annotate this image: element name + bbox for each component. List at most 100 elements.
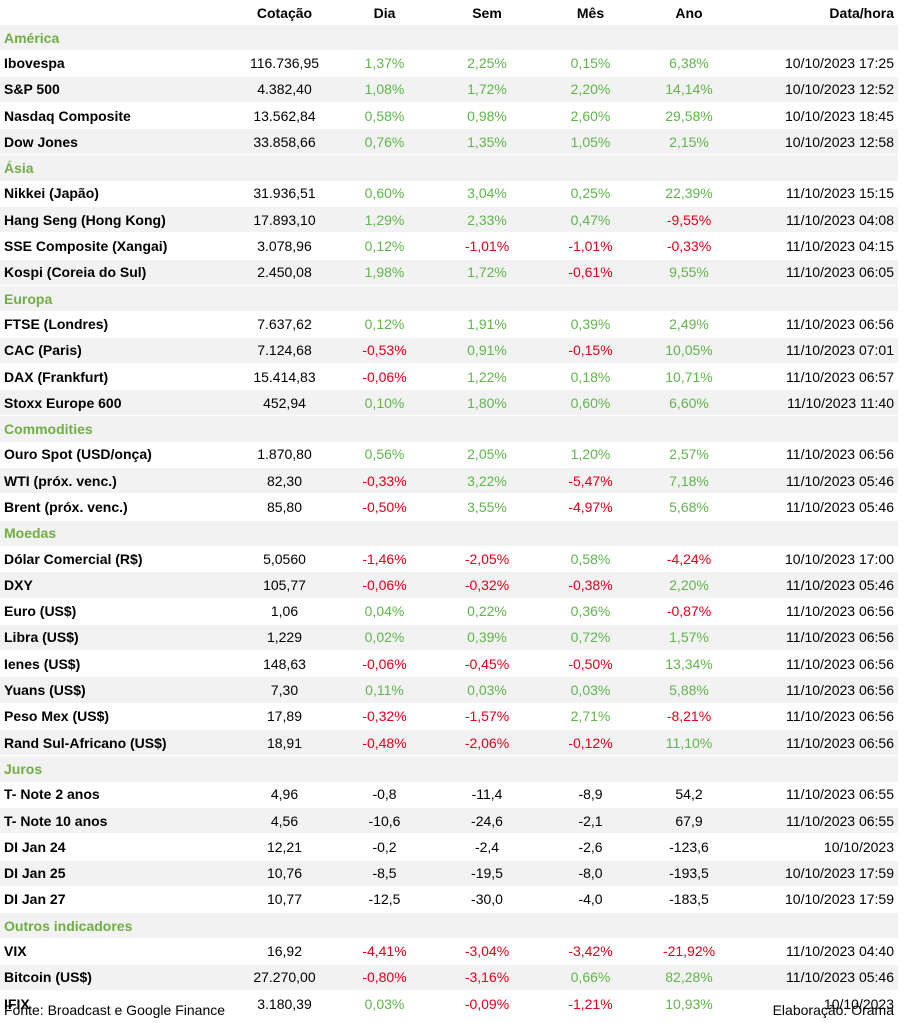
cell-sem: 3,22% xyxy=(432,467,542,495)
cell-name: DI Jan 27 xyxy=(0,886,232,914)
cell-datahora: 11/10/2023 05:46 xyxy=(739,467,898,495)
cell-mes: 1,20% xyxy=(542,441,639,469)
cell-name: CAC (Paris) xyxy=(0,337,232,364)
table-body: América Ibovespa 116.736,95 1,37% 2,25% 0,15%… xyxy=(0,25,898,1018)
cell-dia: -0,50% xyxy=(337,493,432,521)
table-row: T- Note 10 anos 4,56 -10,6 -24,6 -2,1 67,9 11/… xyxy=(0,807,898,835)
cell-name: DAX (Frankfurt) xyxy=(0,363,232,391)
cell-sem: 0,39% xyxy=(432,624,542,652)
cell-mes: 0,66% xyxy=(542,964,639,991)
cell-name: Ibovespa xyxy=(0,50,232,77)
section-title: Juros xyxy=(0,755,898,782)
cell-cotacao: 3.078,96 xyxy=(232,232,337,260)
cell-name: WTI (próx. venc.) xyxy=(0,467,232,495)
table-row: Brent (próx. venc.) 85,80 -0,50% 3,55% -4,97… xyxy=(0,493,898,521)
cell-name: Dow Jones xyxy=(0,128,232,156)
cell-ano: -8,21% xyxy=(639,703,739,731)
table-row: DI Jan 24 12,21 -0,2 -2,4 -2,6 -123,6 10/10/20… xyxy=(0,833,898,861)
cell-datahora: 11/10/2023 06:56 xyxy=(739,598,898,625)
table-row: Stoxx Europe 600 452,94 0,10% 1,80% 0,60% 6,6… xyxy=(0,389,898,417)
cell-ano: -4,24% xyxy=(639,545,739,573)
cell-dia: -10,6 xyxy=(337,807,432,835)
cell-mes: -0,50% xyxy=(542,650,639,678)
cell-sem: 2,25% xyxy=(432,50,542,77)
cell-datahora: 11/10/2023 06:55 xyxy=(739,807,898,835)
cell-ano: 22,39% xyxy=(639,180,739,208)
section-row: Juros xyxy=(0,755,898,782)
cell-dia: 0,12% xyxy=(337,232,432,260)
section-title: Europa xyxy=(0,285,898,312)
cell-dia: 1,29% xyxy=(337,206,432,234)
cell-datahora: 10/10/2023 12:58 xyxy=(739,128,898,156)
cell-mes: -2,6 xyxy=(542,833,639,861)
cell-mes: 0,18% xyxy=(542,363,639,391)
cell-name: Euro (US$) xyxy=(0,598,232,625)
cell-datahora: 10/10/2023 17:25 xyxy=(739,50,898,77)
cell-cotacao: 3.180,39 xyxy=(232,990,337,1018)
cell-sem: 1,80% xyxy=(432,389,542,417)
cell-cotacao: 10,76 xyxy=(232,860,337,887)
cell-cotacao: 4,96 xyxy=(232,781,337,808)
cell-mes: -1,21% xyxy=(542,990,639,1018)
cell-name: Libra (US$) xyxy=(0,624,232,652)
cell-name: T- Note 2 anos xyxy=(0,781,232,808)
table-row: WTI (próx. venc.) 82,30 -0,33% 3,22% -5,47% 7… xyxy=(0,467,898,495)
table-row: Bitcoin (US$) 27.270,00 -0,80% -3,16% 0,66% 8… xyxy=(0,964,898,991)
cell-dia: -0,33% xyxy=(337,467,432,495)
cell-datahora: 11/10/2023 06:56 xyxy=(739,311,898,338)
cell-cotacao: 27.270,00 xyxy=(232,964,337,991)
cell-name: Dólar Comercial (R$) xyxy=(0,545,232,573)
credit-note: Elaboração: Órama xyxy=(772,1002,894,1018)
cell-sem: -0,32% xyxy=(432,571,542,599)
section-title: América xyxy=(0,25,898,51)
cell-ano: 14,14% xyxy=(639,76,739,103)
cell-ano: 10,71% xyxy=(639,363,739,391)
cell-cotacao: 4.382,40 xyxy=(232,76,337,103)
cell-cotacao: 18,91 xyxy=(232,729,337,757)
cell-dia: 0,10% xyxy=(337,389,432,417)
table-row: Dólar Comercial (R$) 5,0560 -1,46% -2,05% 0,… xyxy=(0,545,898,573)
table-row: Yuans (US$) 7,30 0,11% 0,03% 0,03% 5,88% 11/10… xyxy=(0,676,898,704)
cell-mes: 0,60% xyxy=(542,389,639,417)
cell-datahora: 11/10/2023 04:40 xyxy=(739,938,898,965)
cell-mes: 0,58% xyxy=(542,545,639,573)
cell-dia: 1,08% xyxy=(337,76,432,103)
section-row: Commodities xyxy=(0,415,898,442)
cell-datahora: 11/10/2023 05:46 xyxy=(739,493,898,521)
cell-name: VIX xyxy=(0,938,232,965)
cell-dia: 0,03% xyxy=(337,990,432,1018)
cell-mes: 0,25% xyxy=(542,180,639,208)
cell-sem: -30,0 xyxy=(432,886,542,914)
table-row: S&P 500 4.382,40 1,08% 1,72% 2,20% 14,14% 10/1… xyxy=(0,76,898,103)
cell-datahora: 11/10/2023 06:56 xyxy=(739,650,898,678)
cell-name: Brent (próx. venc.) xyxy=(0,493,232,521)
cell-ano: 7,18% xyxy=(639,467,739,495)
header-dia: Dia xyxy=(373,4,396,21)
section-row: América xyxy=(0,25,898,51)
cell-sem: 2,05% xyxy=(432,441,542,469)
table-row: DXY 105,77 -0,06% -0,32% -0,38% 2,20% 11/10/20… xyxy=(0,571,898,599)
cell-ano: 2,57% xyxy=(639,441,739,469)
cell-sem: -11,4 xyxy=(432,781,542,808)
cell-name: Peso Mex (US$) xyxy=(0,703,232,731)
cell-dia: 0,02% xyxy=(337,624,432,652)
cell-cotacao: 31.936,51 xyxy=(232,180,337,208)
cell-cotacao: 7,30 xyxy=(232,676,337,704)
header-datahora: Data/hora xyxy=(829,4,894,21)
header-name xyxy=(0,0,232,25)
source-note: Fonte: Broadcast e Google Finance xyxy=(4,1002,226,1018)
cell-datahora: 11/10/2023 15:15 xyxy=(739,180,898,208)
cell-cotacao: 12,21 xyxy=(232,833,337,861)
cell-dia: 0,76% xyxy=(337,128,432,156)
cell-ano: 11,10% xyxy=(639,729,739,757)
cell-mes: -2,1 xyxy=(542,807,639,835)
table-row: FTSE (Londres) 7.637,62 0,12% 1,91% 0,39% 2,4… xyxy=(0,311,898,338)
cell-datahora: 11/10/2023 06:56 xyxy=(739,703,898,731)
cell-mes: 1,05% xyxy=(542,128,639,156)
cell-datahora: 11/10/2023 04:15 xyxy=(739,232,898,260)
cell-sem: -19,5 xyxy=(432,860,542,887)
cell-sem: 1,72% xyxy=(432,76,542,103)
header-sem: Sem xyxy=(472,4,502,21)
section-row: Ásia xyxy=(0,154,898,181)
cell-sem: 1,22% xyxy=(432,363,542,391)
